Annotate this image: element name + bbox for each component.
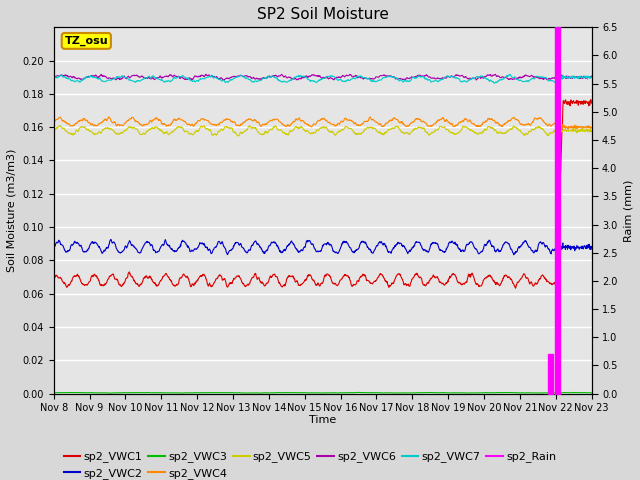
X-axis label: Time: Time: [309, 415, 336, 425]
Y-axis label: Raim (mm): Raim (mm): [623, 179, 633, 241]
Y-axis label: Soil Moisture (m3/m3): Soil Moisture (m3/m3): [7, 149, 17, 272]
Title: SP2 Soil Moisture: SP2 Soil Moisture: [257, 7, 388, 22]
Text: TZ_osu: TZ_osu: [65, 36, 108, 46]
Legend: sp2_VWC1, sp2_VWC2, sp2_VWC3, sp2_VWC4, sp2_VWC5, sp2_VWC6, sp2_VWC7, sp2_Rain: sp2_VWC1, sp2_VWC2, sp2_VWC3, sp2_VWC4, …: [60, 447, 561, 480]
